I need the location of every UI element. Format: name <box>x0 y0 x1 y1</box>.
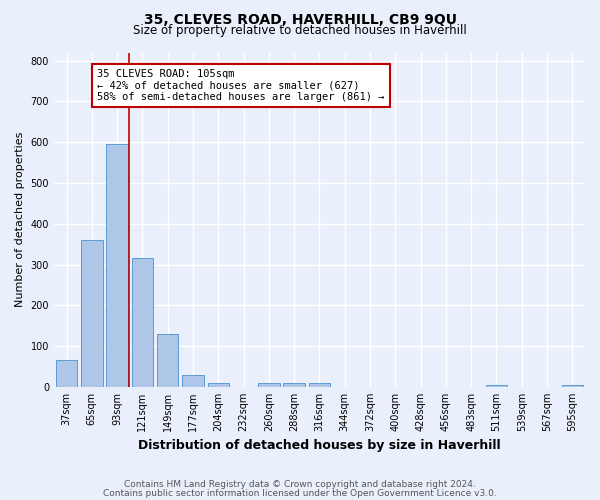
Bar <box>182 374 204 387</box>
Text: Contains public sector information licensed under the Open Government Licence v3: Contains public sector information licen… <box>103 488 497 498</box>
Bar <box>106 144 128 387</box>
Bar <box>486 385 507 387</box>
Bar <box>81 240 103 387</box>
Bar <box>56 360 77 387</box>
X-axis label: Distribution of detached houses by size in Haverhill: Distribution of detached houses by size … <box>138 440 501 452</box>
Bar <box>309 383 330 387</box>
Bar <box>208 383 229 387</box>
Bar <box>283 383 305 387</box>
Y-axis label: Number of detached properties: Number of detached properties <box>15 132 25 308</box>
Bar <box>562 385 583 387</box>
Text: 35 CLEVES ROAD: 105sqm
← 42% of detached houses are smaller (627)
58% of semi-de: 35 CLEVES ROAD: 105sqm ← 42% of detached… <box>97 69 385 102</box>
Bar <box>258 383 280 387</box>
Text: Contains HM Land Registry data © Crown copyright and database right 2024.: Contains HM Land Registry data © Crown c… <box>124 480 476 489</box>
Text: Size of property relative to detached houses in Haverhill: Size of property relative to detached ho… <box>133 24 467 37</box>
Text: 35, CLEVES ROAD, HAVERHILL, CB9 9QU: 35, CLEVES ROAD, HAVERHILL, CB9 9QU <box>143 12 457 26</box>
Bar <box>157 334 178 387</box>
Bar <box>131 258 153 387</box>
